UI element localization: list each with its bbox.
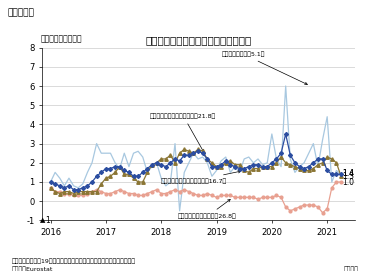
Text: ▲: ▲ (40, 217, 45, 223)
Text: うち加工食品・アルコール［16.7］: うち加工食品・アルコール［16.7］ (161, 170, 241, 184)
Text: 1.4: 1.4 (343, 169, 355, 178)
Title: ユーロ圏の飲食料価格の上昇率と内訳: ユーロ圏の飲食料価格の上昇率と内訳 (146, 36, 252, 46)
Text: 財（エネルギー除く）［26.8］: 財（エネルギー除く）［26.8］ (178, 199, 237, 219)
Text: 飲食料（アルコール含む）［21.8］: 飲食料（アルコール含む）［21.8］ (150, 113, 216, 152)
Text: 1.3: 1.3 (343, 172, 355, 181)
Text: うち未加工食品［5.1］: うち未加工食品［5.1］ (222, 51, 307, 85)
Text: 1.0: 1.0 (343, 179, 355, 188)
Text: （資料）Eurostat: （資料）Eurostat (11, 266, 53, 271)
Text: （月次）: （月次） (344, 266, 359, 271)
Text: （前年同月比、％）: （前年同月比、％） (40, 35, 82, 44)
Text: （図表３）: （図表３） (8, 8, 34, 17)
Text: 1.4: 1.4 (343, 169, 355, 178)
Text: 1: 1 (45, 216, 50, 225)
Text: （注）ユーロ圏は19か国のデータ、［］内は総合指数に対するウェイト: （注）ユーロ圏は19か国のデータ、［］内は総合指数に対するウェイト (11, 259, 135, 264)
